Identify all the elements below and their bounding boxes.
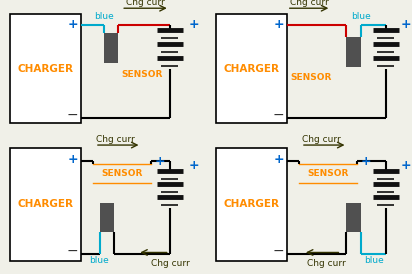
Text: CHARGER: CHARGER <box>17 199 73 209</box>
Text: +: + <box>189 18 199 31</box>
Text: CHARGER: CHARGER <box>223 199 279 209</box>
Text: +: + <box>68 18 78 31</box>
Text: Chg curr: Chg curr <box>307 259 346 268</box>
Bar <box>216 14 287 123</box>
Text: +: + <box>274 18 284 31</box>
Text: −: − <box>67 244 79 258</box>
Text: blue: blue <box>89 256 109 266</box>
Text: +: + <box>274 153 284 166</box>
Bar <box>346 37 360 67</box>
Text: blue: blue <box>364 256 384 266</box>
Bar <box>100 203 114 232</box>
Text: CHARGER: CHARGER <box>223 64 279 73</box>
Text: −: − <box>273 244 285 258</box>
Text: Chg curr: Chg curr <box>290 0 328 7</box>
Text: +: + <box>360 155 371 168</box>
Text: +: + <box>154 155 165 168</box>
Text: blue: blue <box>351 12 370 21</box>
Text: +: + <box>189 159 199 172</box>
Text: Chg curr: Chg curr <box>302 135 341 144</box>
Text: SENSOR: SENSOR <box>307 169 349 178</box>
Text: +: + <box>400 18 411 31</box>
Text: −: − <box>67 108 79 122</box>
Text: +: + <box>400 159 411 172</box>
Text: Chg curr: Chg curr <box>126 0 165 7</box>
Text: −: − <box>273 108 285 122</box>
Bar <box>10 14 81 123</box>
Text: +: + <box>68 153 78 166</box>
Text: blue: blue <box>94 12 114 21</box>
Text: SENSOR: SENSOR <box>291 73 332 82</box>
Bar <box>346 203 360 232</box>
Text: SENSOR: SENSOR <box>101 169 143 178</box>
Text: SENSOR: SENSOR <box>121 70 163 79</box>
Text: CHARGER: CHARGER <box>17 64 73 73</box>
Bar <box>216 148 287 261</box>
Text: Chg curr: Chg curr <box>96 135 135 144</box>
Bar <box>104 33 118 63</box>
Bar <box>10 148 81 261</box>
Text: Chg curr: Chg curr <box>152 259 190 268</box>
